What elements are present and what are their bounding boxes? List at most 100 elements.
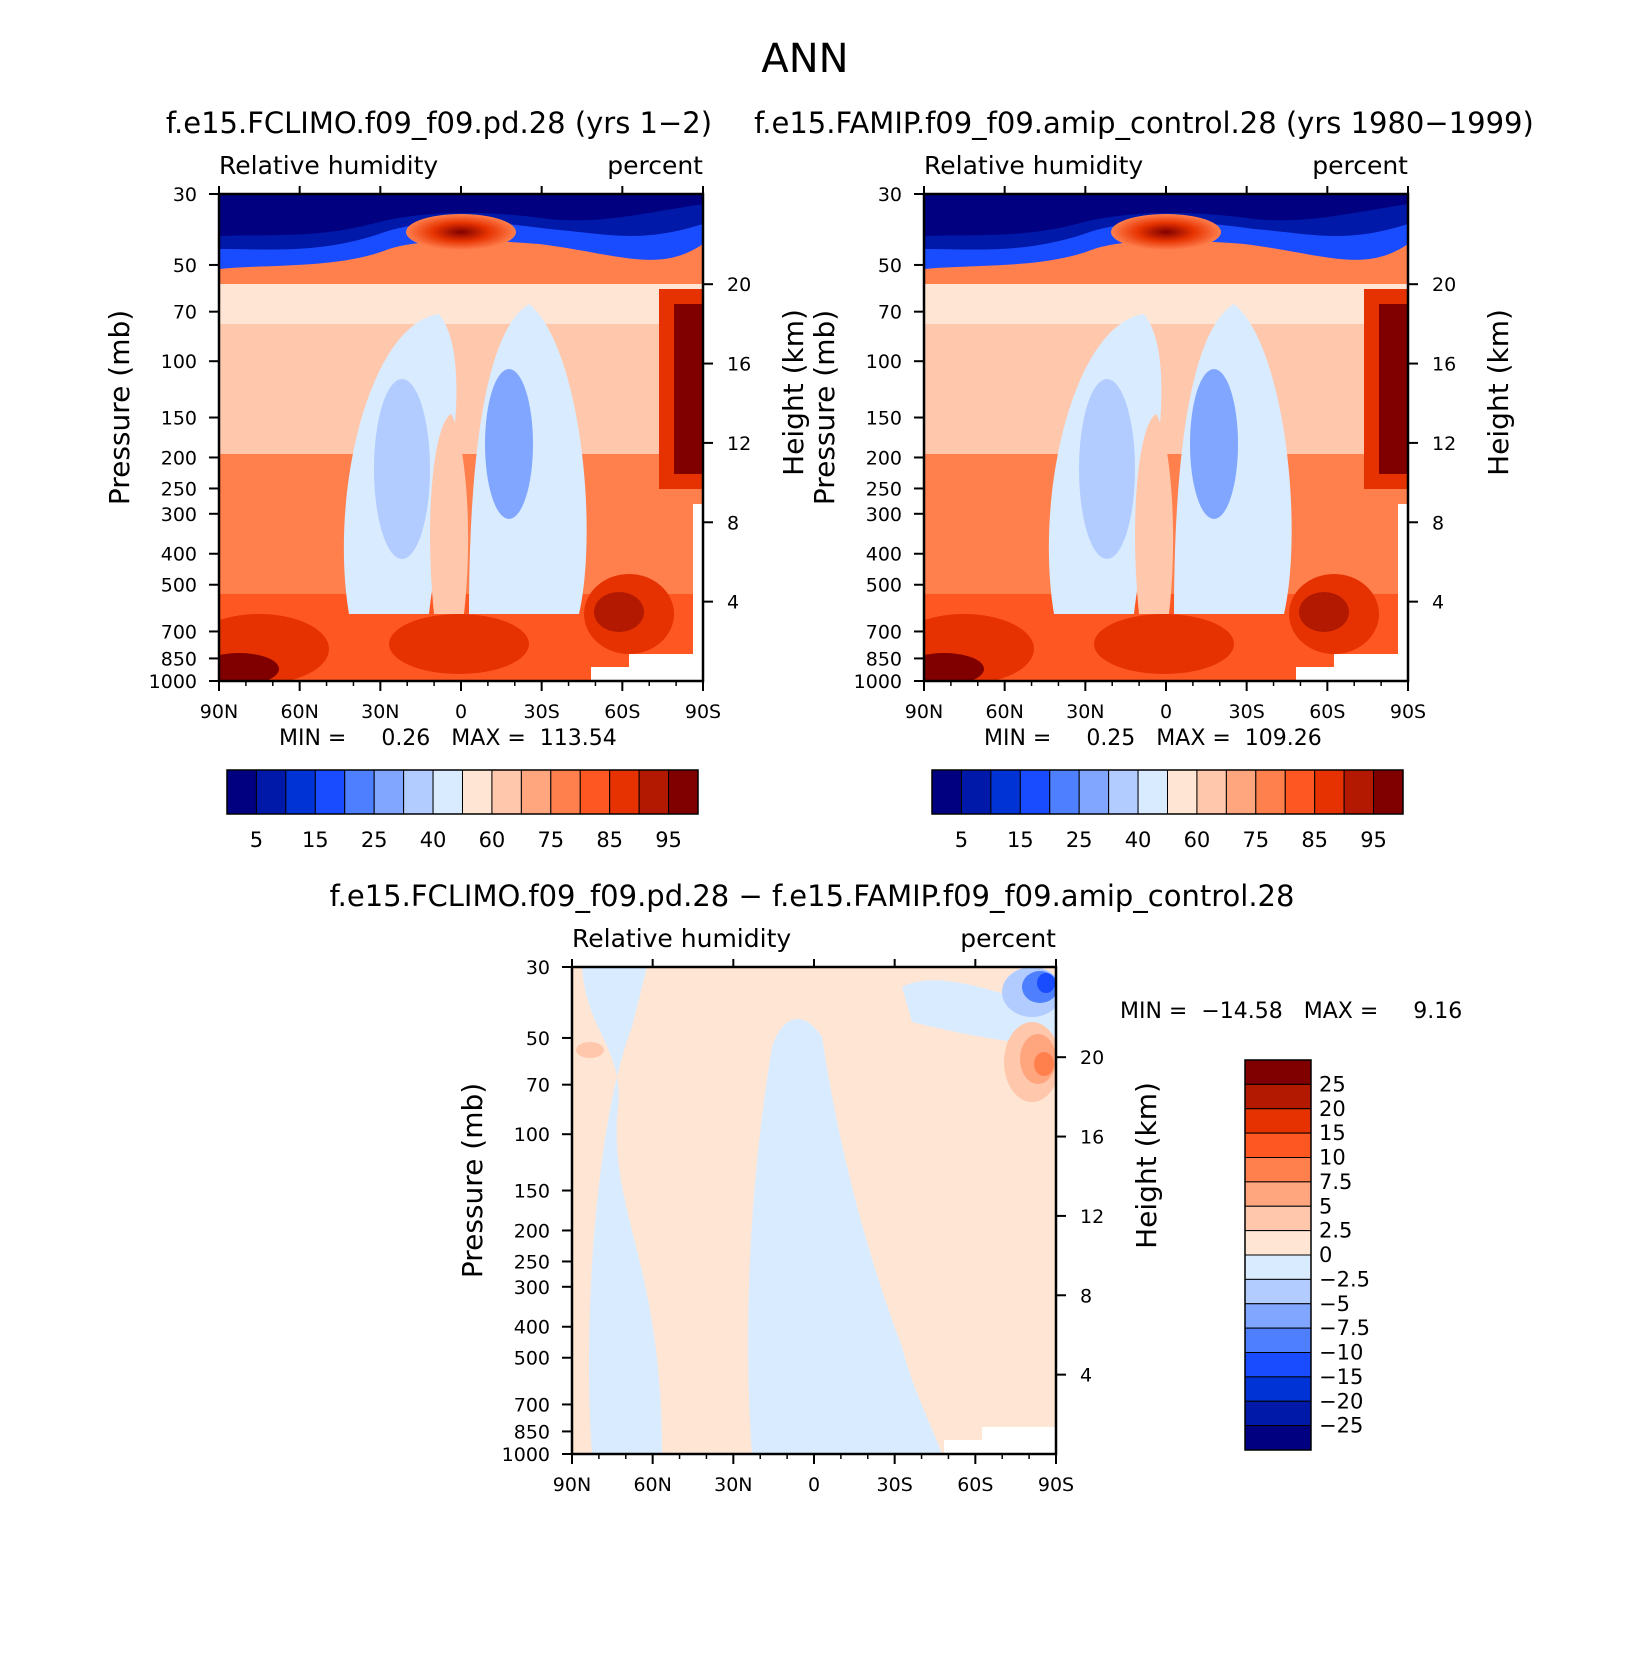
colorbar-label: 2.5 — [1319, 1219, 1352, 1243]
chart-panel-3: 90N 60N 30N 0 30S 60S 90S305070100150200250300… — [330, 879, 1463, 1496]
y-tick-label: 700 — [514, 1394, 550, 1416]
colorbar-swatch — [462, 769, 493, 815]
colorbar-swatch — [1244, 1230, 1312, 1256]
colorbar-swatch — [1244, 1278, 1312, 1305]
colorbar-swatch — [1244, 1181, 1312, 1207]
colorbar-label: 25 — [1319, 1072, 1346, 1096]
colorbar-label: 15 — [1319, 1121, 1346, 1145]
y-axis-label: Pressure (mb) — [808, 310, 841, 505]
colorbar-label: 40 — [1125, 828, 1152, 852]
x-tick-label: 60N — [280, 701, 318, 723]
diff-neg-north — [582, 967, 662, 1454]
colorbar-label: 75 — [537, 828, 564, 852]
colorbar-label: −25 — [1319, 1414, 1363, 1438]
colorbar-label: −15 — [1319, 1365, 1363, 1389]
field-contours — [219, 194, 703, 681]
colorbar-label: −5 — [1319, 1292, 1350, 1316]
panel-title: f.e15.FCLIMO.f09_f09.pd.28 − f.e15.FAMIP… — [330, 879, 1295, 913]
figure-title: ANN — [761, 36, 848, 82]
y-axis-label: Pressure (mb) — [103, 310, 136, 505]
y-tick-label: 700 — [161, 621, 197, 643]
x-tick-label: 60S — [604, 701, 640, 723]
y-right-axis-label: Height (km) — [1130, 1082, 1163, 1249]
colorbar-label: −20 — [1319, 1389, 1363, 1413]
field-dry-north-core — [374, 379, 430, 559]
colorbar-label: 20 — [1319, 1097, 1346, 1121]
field-blob-eq-low — [1094, 614, 1234, 674]
field-eq-tongue — [430, 414, 469, 614]
field-dry-north-core — [1079, 379, 1135, 559]
field-polar-core — [674, 304, 703, 474]
x-tick-label: 30N — [361, 701, 399, 723]
field-dry-south-core — [485, 369, 533, 519]
y-tick-label: 300 — [161, 504, 197, 526]
colorbar-label: 25 — [1066, 828, 1093, 852]
x-tick-label: 30N — [714, 1474, 752, 1496]
field-layer-light — [219, 284, 703, 324]
colorbar-label: 75 — [1242, 828, 1269, 852]
colorbar-swatch — [1244, 1327, 1312, 1353]
colorbar-swatch — [1225, 769, 1257, 815]
field-mask-3 — [1398, 504, 1408, 654]
y-tick-label: 400 — [866, 544, 902, 566]
field-contours — [572, 967, 1056, 1454]
colorbar-swatch — [403, 769, 434, 815]
x-tick-label: 60N — [985, 701, 1023, 723]
colorbar-label: 95 — [655, 828, 682, 852]
x-tick-label: 30S — [524, 701, 560, 723]
field-dry-south-core — [1190, 369, 1238, 519]
field-blob-eq-low — [389, 614, 529, 674]
y-tick-label: 400 — [514, 1317, 550, 1339]
colorbar-swatch — [550, 769, 581, 815]
field-polar-core — [1379, 304, 1408, 474]
field-contours — [924, 194, 1408, 681]
colorbar-swatch — [255, 769, 287, 815]
panel-title: f.e15.FCLIMO.f09_f09.pd.28 (yrs 1−2) — [166, 106, 712, 140]
colorbar-swatch — [1244, 1157, 1312, 1183]
x-tick-label: 60S — [957, 1474, 993, 1496]
x-tick-label: 60S — [1309, 701, 1345, 723]
colorbar-label: −2.5 — [1319, 1267, 1370, 1291]
colorbar-swatch — [1244, 1376, 1312, 1402]
colorbar-swatch — [668, 769, 699, 815]
field-ttl-cell — [1111, 214, 1221, 250]
y-tick-label: 300 — [866, 504, 902, 526]
diff-pos-polar-3 — [1034, 1052, 1054, 1076]
y-tick-label: 50 — [878, 255, 902, 277]
colorbar-swatch — [1196, 769, 1227, 815]
y-right-tick-label: 4 — [727, 592, 739, 614]
y-right-tick-label: 4 — [1432, 592, 1444, 614]
diff-pos-north — [576, 1042, 604, 1058]
x-tick-label: 0 — [455, 701, 467, 723]
colorbar-frame — [1244, 1059, 1312, 1451]
y-right-tick-label: 20 — [1432, 274, 1456, 296]
right-subtitle: percent — [1312, 151, 1408, 180]
panel-title: f.e15.FAMIP.f09_f09.amip_control.28 (yrs… — [754, 106, 1534, 140]
colorbar-swatch — [638, 769, 670, 815]
colorbar-swatch — [1244, 1254, 1312, 1280]
field-ttl-cell — [406, 214, 516, 250]
y-right-tick-label: 4 — [1080, 1365, 1092, 1387]
y-tick-label: 500 — [866, 575, 902, 597]
colorbar-swatch — [1244, 1205, 1312, 1232]
colorbar-label: 5 — [955, 828, 968, 852]
colorbar-label: −7.5 — [1319, 1316, 1370, 1340]
field-strat-core — [924, 194, 1408, 236]
y-right-tick-label: 20 — [727, 274, 751, 296]
y-right-tick-label: 8 — [1080, 1285, 1092, 1307]
y-tick-label: 200 — [161, 447, 197, 469]
x-tick-label: 30S — [1229, 701, 1265, 723]
colorbar-label: 95 — [1360, 828, 1387, 852]
y-tick-label: 70 — [526, 1075, 550, 1097]
y-right-tick-label: 16 — [1432, 354, 1456, 376]
y-right-tick-label: 12 — [1080, 1206, 1104, 1228]
field-mask-3 — [693, 504, 703, 654]
colorbar-swatch — [1244, 1425, 1312, 1451]
field-blob-sw-core — [924, 653, 984, 681]
colorbar-swatch — [609, 769, 640, 815]
x-tick-label: 90S — [685, 701, 721, 723]
y-tick-label: 1000 — [854, 671, 902, 693]
colorbar-swatch — [931, 769, 962, 815]
y-tick-label: 150 — [514, 1181, 550, 1203]
